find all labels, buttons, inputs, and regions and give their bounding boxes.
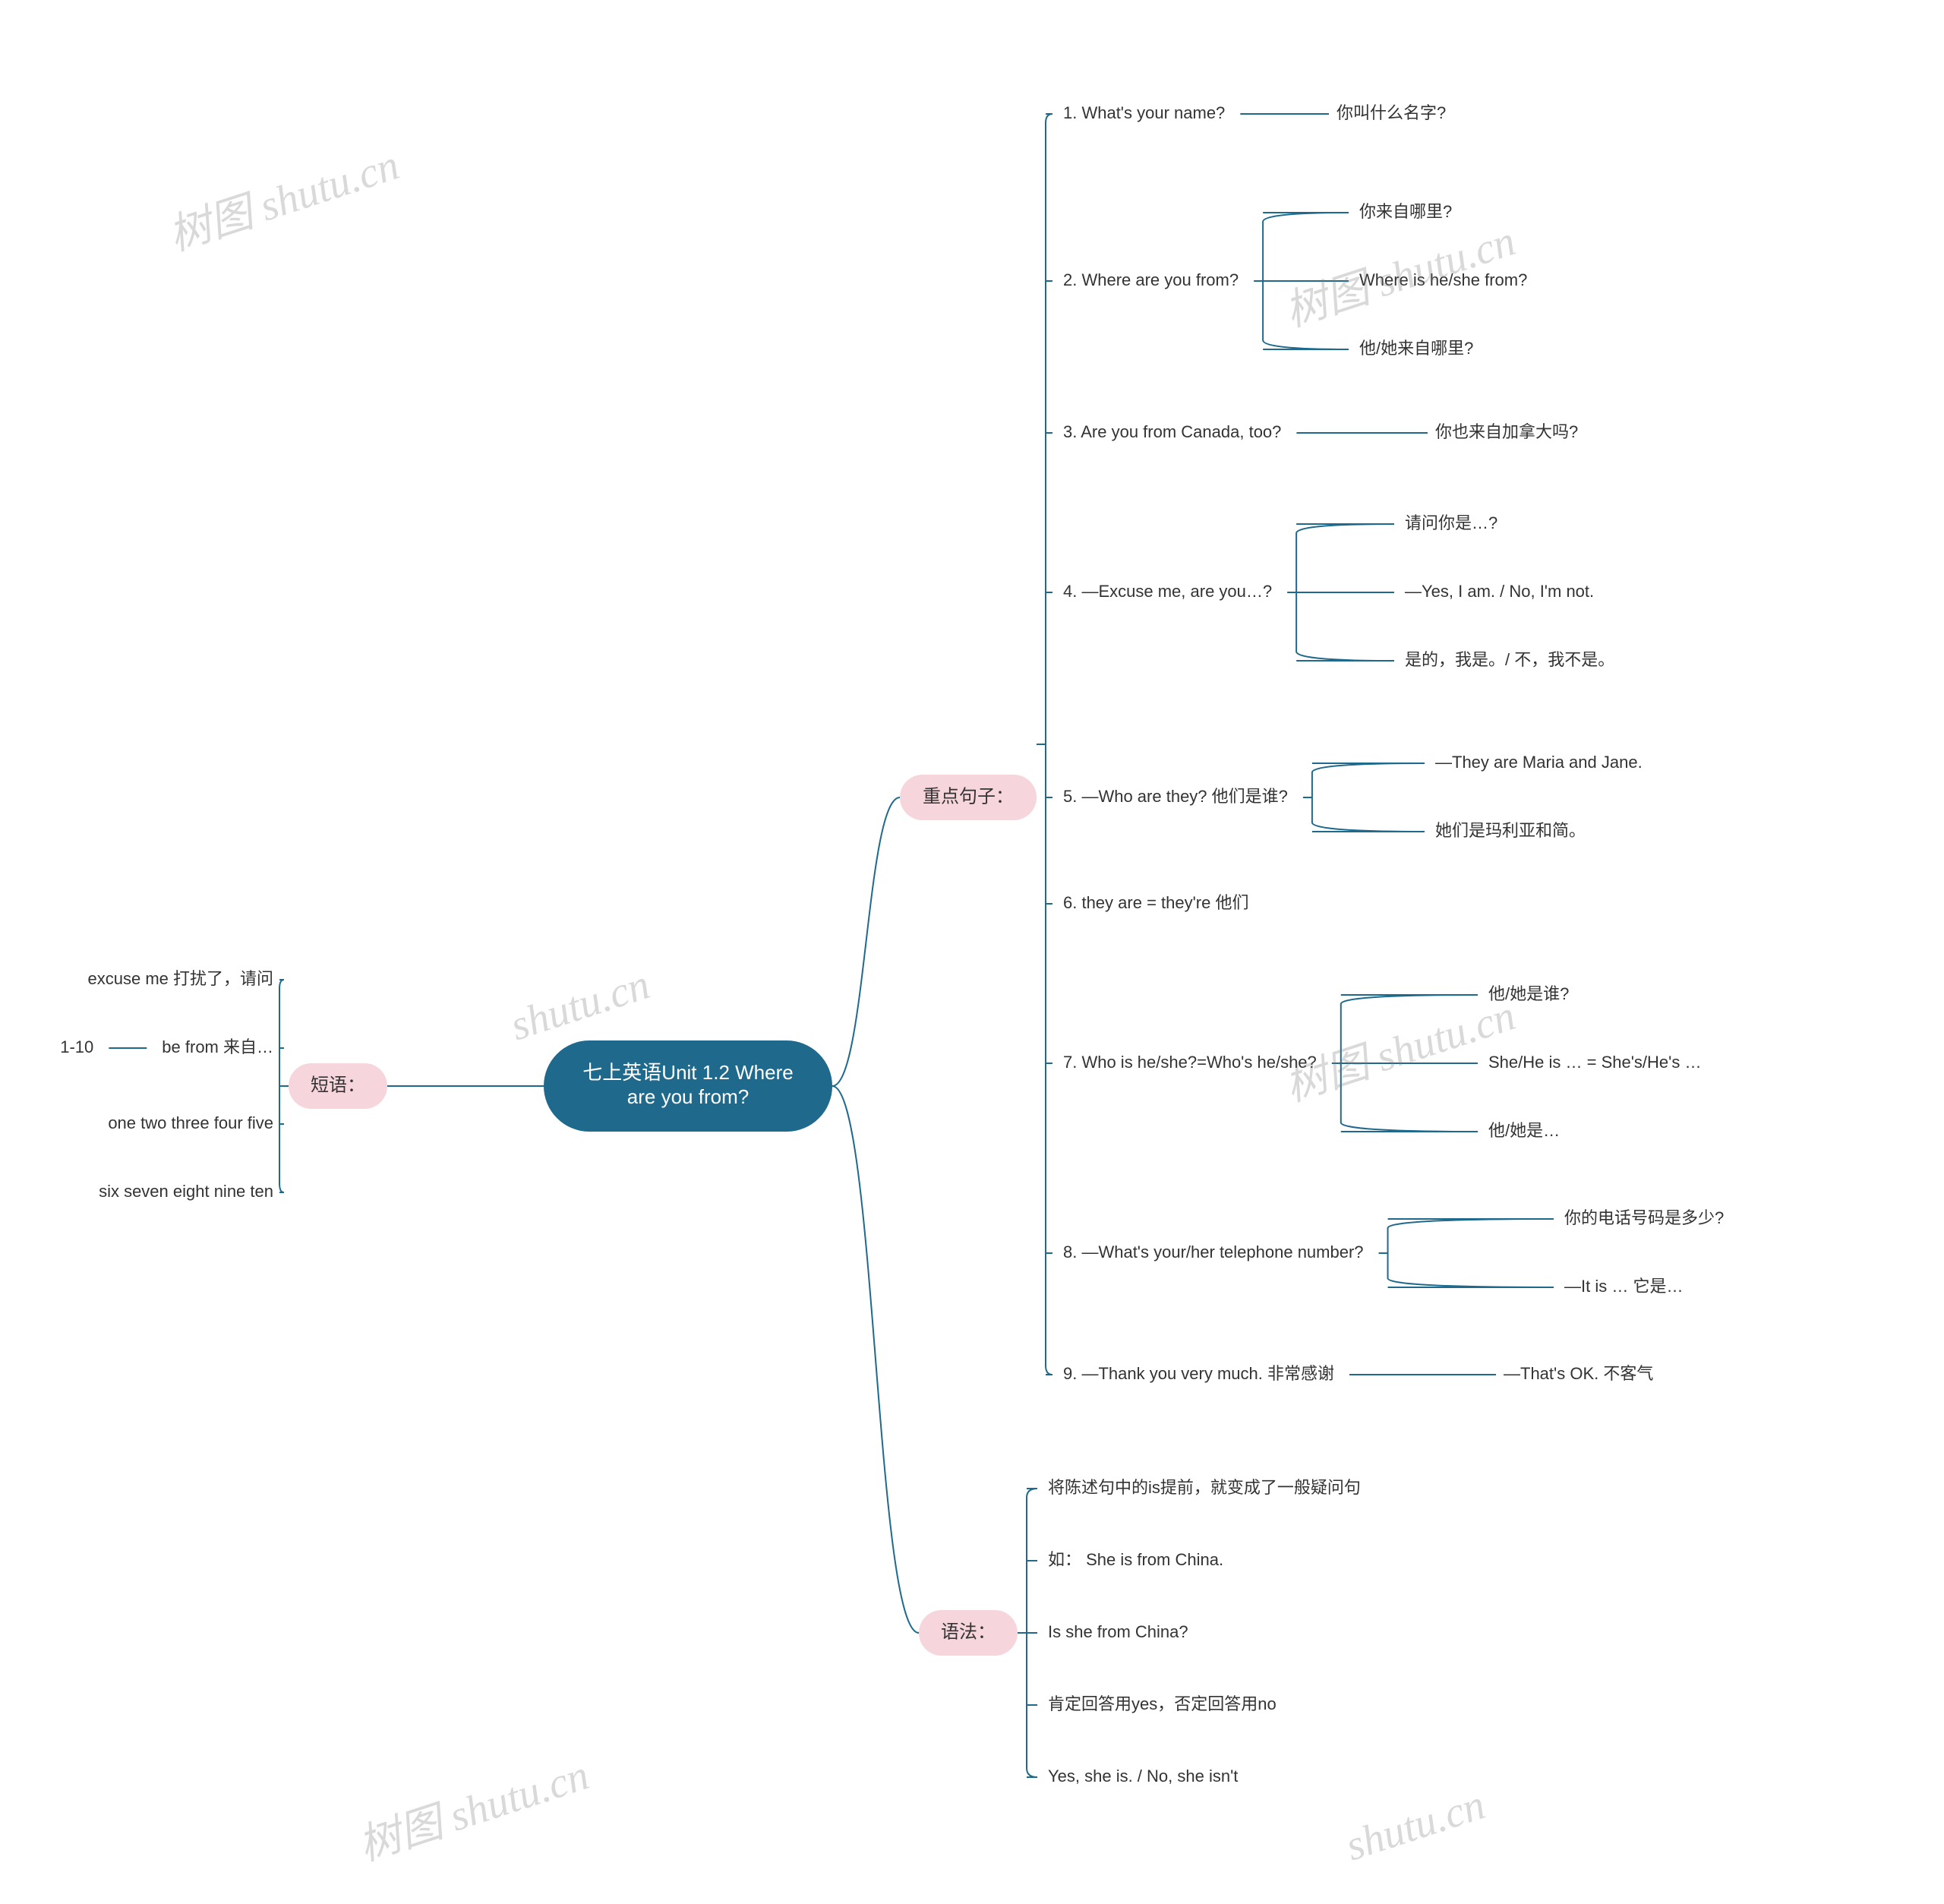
phrase-item: excuse me 打扰了，请问 <box>88 969 274 988</box>
detail-item: 是的，我是。/ 不，我不是。 <box>1405 650 1614 669</box>
center-title-line: 七上英语Unit 1.2 Where <box>582 1061 793 1084</box>
bracket <box>1388 1219 1554 1287</box>
phrase-prefix: 1-10 <box>60 1037 93 1056</box>
detail-item: 他/她是… <box>1488 1121 1560 1140</box>
edge-center-cat <box>832 797 900 1086</box>
phrase-item: six seven eight nine ten <box>99 1182 273 1201</box>
watermark-layer: 树图 shutu.cn shutu.cn 树图 shutu.cn 树图 shutu.c… <box>163 141 1521 1870</box>
topic-item: 4. —Excuse me, are you…? <box>1063 582 1272 601</box>
edges-layer <box>109 114 1554 1777</box>
topic-item: 2. Where are you from? <box>1063 270 1239 289</box>
detail-item: —That's OK. 不客气 <box>1504 1364 1653 1383</box>
watermark: shutu.cn <box>505 961 655 1050</box>
center-title-line: are you from? <box>627 1085 749 1108</box>
topic-item: 1. What's your name? <box>1063 103 1225 122</box>
detail-item: She/He is … = She's/He's … <box>1488 1053 1701 1072</box>
phrase-item: be from 来自… <box>162 1037 273 1056</box>
detail-item: 你也来自加拿大吗? <box>1435 422 1578 441</box>
detail-item: 你来自哪里? <box>1359 202 1452 221</box>
topic-item: 3. Are you from Canada, too? <box>1063 422 1281 441</box>
detail-item: 他/她来自哪里? <box>1359 339 1473 358</box>
topic-item: 肯定回答用yes，否定回答用no <box>1048 1694 1277 1713</box>
category-label: 语法： <box>941 1621 996 1642</box>
detail-item: 她们是玛利亚和简。 <box>1435 821 1586 840</box>
detail-item: 请问你是…? <box>1405 513 1497 532</box>
category-label: 重点句子： <box>923 786 1014 807</box>
edge-center-cat <box>832 1086 919 1633</box>
topic-item: 6. they are = they're 他们 <box>1063 893 1248 912</box>
topic-item: 7. Who is he/she?=Who's he/she? <box>1063 1053 1317 1072</box>
detail-item: 你的电话号码是多少? <box>1564 1208 1724 1227</box>
watermark: 树图 shutu.cn <box>1280 992 1521 1110</box>
topic-item: Yes, she is. / No, she isn't <box>1048 1767 1238 1786</box>
detail-item: 你叫什么名字? <box>1336 103 1446 122</box>
detail-item: —Yes, I am. / No, I'm not. <box>1405 582 1594 601</box>
topic-item: 将陈述句中的is提前，就变成了一般疑问句 <box>1048 1478 1361 1497</box>
watermark: 树图 shutu.cn <box>353 1751 595 1870</box>
category-phrases-label: 短语： <box>311 1075 365 1095</box>
topic-item: 如： She is from China. <box>1048 1550 1223 1569</box>
phrase-item: one two three four five <box>108 1113 273 1132</box>
detail-item: —It is … 它是… <box>1564 1277 1683 1296</box>
bracket <box>1046 114 1052 1375</box>
watermark: 树图 shutu.cn <box>163 141 405 260</box>
topic-item: Is she from China? <box>1048 1622 1188 1641</box>
topic-item: 8. —What's your/her telephone number? <box>1063 1242 1364 1261</box>
watermark: shutu.cn <box>1340 1781 1491 1870</box>
detail-item: —They are Maria and Jane. <box>1435 753 1643 772</box>
mindmap-canvas: 七上英语Unit 1.2 Whereare you from? 短语： excuse… <box>0 0 1944 1904</box>
topic-item: 9. —Thank you very much. 非常感谢 <box>1063 1364 1334 1383</box>
bracket <box>1312 763 1425 832</box>
topic-item: 5. —Who are they? 他们是谁? <box>1063 787 1288 806</box>
